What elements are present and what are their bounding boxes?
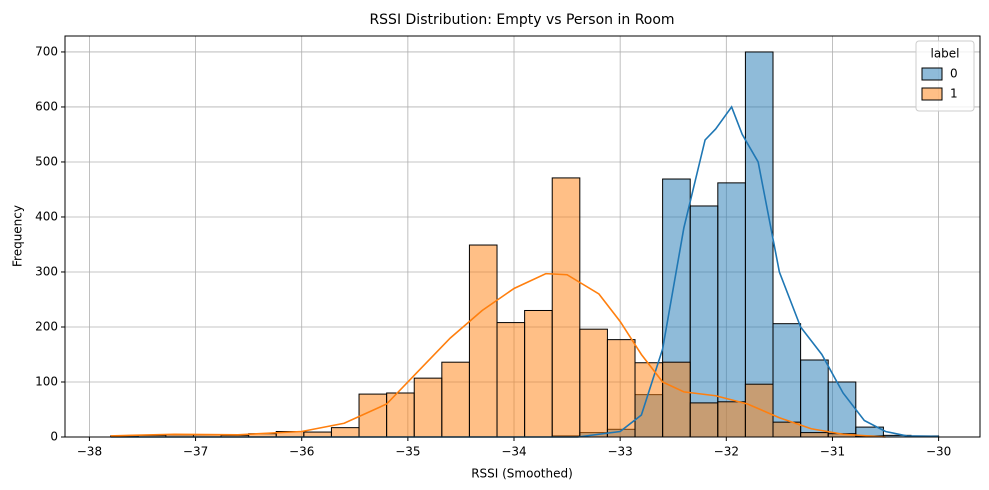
plot-frame xyxy=(64,35,981,438)
bar xyxy=(441,361,470,438)
x-tick-label: −38 xyxy=(77,445,102,459)
bar xyxy=(634,362,664,438)
bar xyxy=(689,402,719,438)
legend-title: label xyxy=(930,47,959,61)
x-tick-label: −32 xyxy=(714,445,739,459)
x-axis-label: RSSI (Smoothed) xyxy=(471,467,573,481)
kde-line xyxy=(110,105,939,438)
legend-label: 0 xyxy=(950,67,958,81)
y-tick-label: 400 xyxy=(35,209,58,223)
y-tick-label: 200 xyxy=(35,319,58,333)
y-tick-label: 700 xyxy=(35,44,58,58)
bar xyxy=(524,309,553,438)
x-tick-label: −33 xyxy=(607,445,632,459)
x-tick-label: −31 xyxy=(820,445,845,459)
y-tick-label: 300 xyxy=(35,264,58,278)
bar xyxy=(717,182,746,438)
bar xyxy=(496,322,526,438)
legend-swatch xyxy=(921,67,943,81)
y-tick-label: 0 xyxy=(50,430,58,444)
bar xyxy=(744,383,774,438)
bar xyxy=(330,427,360,438)
y-axis-label: Frequency xyxy=(11,205,25,267)
bar xyxy=(468,244,498,438)
legend-label: 1 xyxy=(950,87,958,101)
x-tick-label: −37 xyxy=(183,445,208,459)
bar xyxy=(413,377,443,438)
kde-line xyxy=(110,272,886,438)
bar xyxy=(744,51,774,438)
y-tick-label: 600 xyxy=(35,99,58,113)
x-tick-label: −34 xyxy=(501,445,526,459)
bar xyxy=(772,323,802,438)
bar xyxy=(662,361,691,438)
y-tick-label: 100 xyxy=(35,374,58,388)
bar xyxy=(800,432,829,438)
x-tick-label: −30 xyxy=(926,445,951,459)
bar xyxy=(606,339,636,438)
bar xyxy=(551,177,581,438)
bar xyxy=(717,401,746,438)
bar xyxy=(800,359,829,438)
chart-title: RSSI Distribution: Empty vs Person in Ro… xyxy=(369,12,674,28)
bar xyxy=(579,328,608,438)
x-tick-label: −35 xyxy=(395,445,420,459)
x-tick-label: −36 xyxy=(289,445,314,459)
y-tick-label: 500 xyxy=(35,154,58,168)
bar xyxy=(689,205,719,438)
bar xyxy=(358,393,388,438)
legend-swatch xyxy=(921,87,943,101)
